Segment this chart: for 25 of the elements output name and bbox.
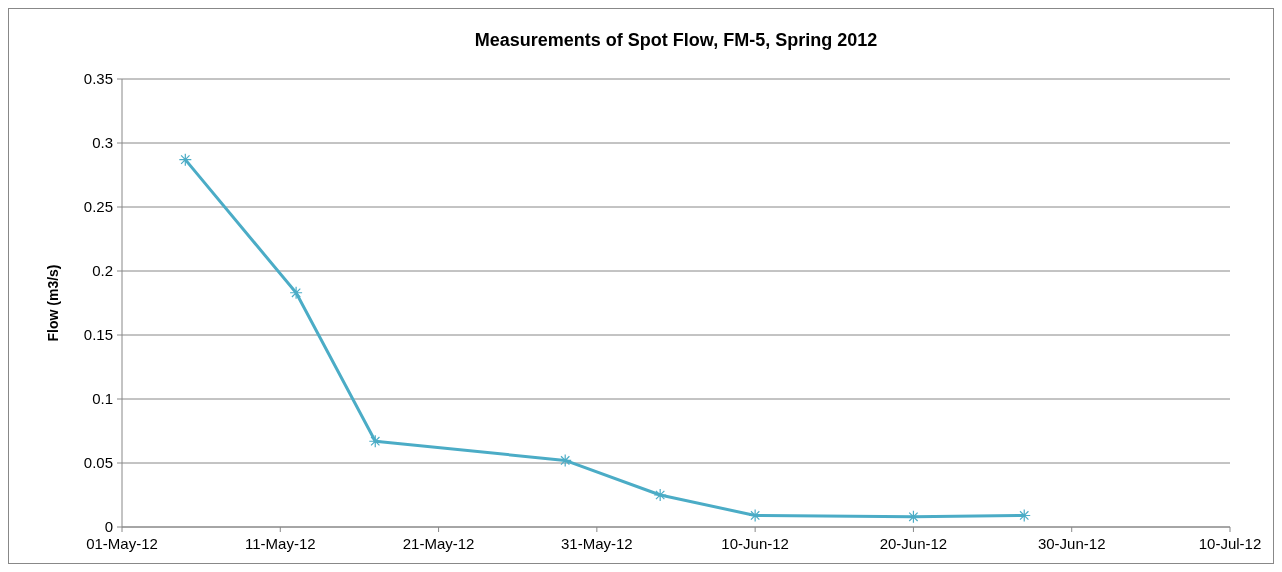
y-tick-label: 0.15 xyxy=(83,326,113,344)
chart-title: Measurements of Spot Flow, FM-5, Spring 2012 xyxy=(474,30,878,50)
x-tick-label: 10-Jul-12 xyxy=(1198,535,1262,552)
x-tick-label: 20-Jun-12 xyxy=(879,535,948,552)
y-tick-label: 0.2 xyxy=(92,262,113,280)
point xyxy=(178,153,192,167)
x-tick-label: 31-May-12 xyxy=(561,535,633,552)
point xyxy=(748,508,762,523)
x-tick-label: 21-May-12 xyxy=(402,535,475,552)
x-tick-label: 11-May-12 xyxy=(244,535,316,552)
point xyxy=(368,434,382,448)
y-tick-label: 0 xyxy=(104,518,113,536)
y-axis-title: Flow (m3/s) xyxy=(45,264,61,342)
y-tick-label: 0.25 xyxy=(83,198,113,216)
y-tick-label: 0.1 xyxy=(92,390,113,408)
y-tick-label: 0.35 xyxy=(83,70,113,88)
x-tick-label: 30-Jun-12 xyxy=(1037,535,1106,552)
y-tick-label: 0.3 xyxy=(92,134,113,152)
y-tick-label: 0.05 xyxy=(83,454,113,472)
point xyxy=(653,488,667,502)
point xyxy=(289,286,303,300)
x-tick-label: 10-Jun-12 xyxy=(721,535,789,552)
point xyxy=(1017,508,1031,523)
point xyxy=(558,453,572,468)
x-tick-label: 01-May-12 xyxy=(86,535,158,552)
